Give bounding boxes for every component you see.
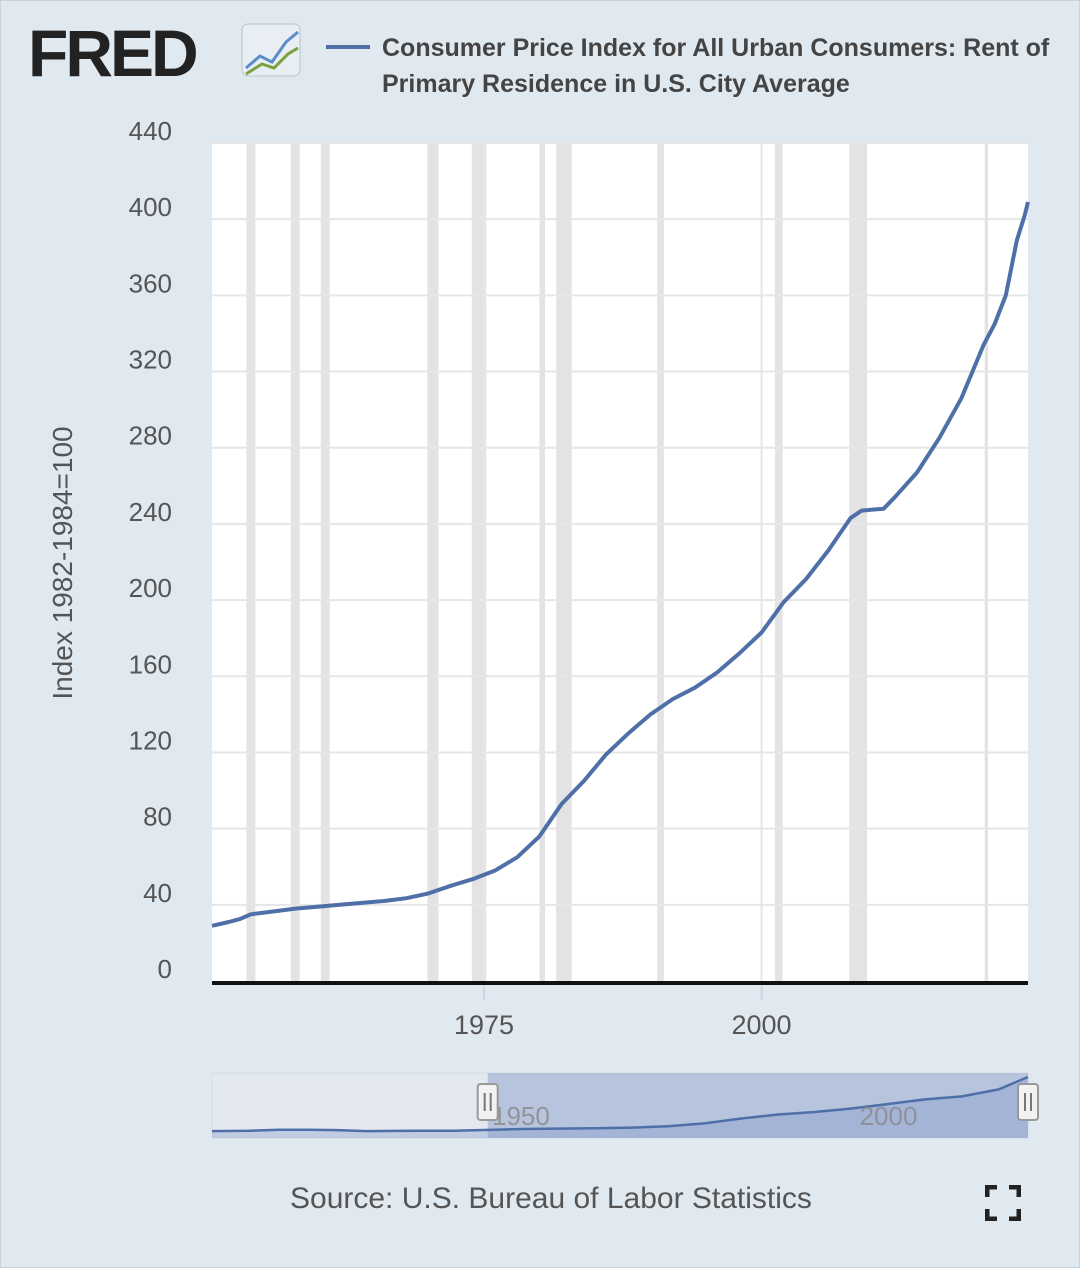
y-tick-label-320: 320 [129, 345, 172, 375]
recession-band-6 [556, 143, 572, 981]
y-tick-label-40: 40 [143, 878, 172, 908]
x-tick-label-2000: 2000 [732, 1010, 792, 1040]
recession-band-7 [657, 143, 664, 981]
navigator-line [211, 1075, 1029, 1133]
plot-background [212, 143, 1028, 981]
y-tick-label-360: 360 [129, 268, 172, 298]
plot-area[interactable] [212, 143, 1028, 981]
x-tick-label-1975: 1975 [454, 1010, 514, 1040]
recession-band-8 [774, 143, 783, 981]
y-tick-label-200: 200 [129, 573, 172, 603]
y-axis-label: Index 1982-1984=100 [47, 426, 78, 699]
grid [212, 142, 1028, 981]
navigator-selection[interactable] [487, 1073, 1029, 1138]
y-tick-label-440: 440 [129, 116, 172, 146]
series-line-0[interactable] [211, 201, 1030, 928]
y-tick-label-0: 0 [158, 954, 172, 984]
slider-handle-icon[interactable] [476, 1083, 499, 1121]
legend-swatch [326, 45, 370, 49]
y-tick-label-400: 400 [129, 192, 172, 222]
y-tick-label-240: 240 [129, 497, 172, 527]
y-tick-label-160: 160 [129, 649, 172, 679]
navigator-area [212, 1077, 1028, 1138]
recession-band-5 [539, 143, 546, 981]
y-axis-ticks: 0 40 80 120 160 200 240 280 320 360 400 440 [129, 116, 172, 984]
navigator[interactable]: 1950 2000 [211, 1072, 1039, 1139]
recession-band-2 [320, 143, 330, 981]
trend-lines-icon [241, 23, 301, 77]
slider-handle-icon[interactable] [1017, 1083, 1039, 1121]
x-axis-ticks: 1975 2000 [454, 985, 792, 1040]
recession-bands [246, 143, 989, 981]
recession-band-3 [427, 143, 439, 981]
y-tick-label-120: 120 [129, 725, 172, 755]
recession-band-0 [246, 143, 256, 981]
navigator-tick-label-0: 1950 [492, 1101, 550, 1131]
y-tick-label-80: 80 [143, 802, 172, 832]
source-note: Source: U.S. Bureau of Labor Statistics [290, 1182, 812, 1215]
series-line-group [211, 201, 1030, 928]
logo-text: FRED [28, 20, 196, 84]
recession-band-4 [471, 143, 487, 981]
fred-logo[interactable]: FRED [28, 20, 308, 84]
recession-band-10 [984, 143, 989, 981]
recession-band-9 [849, 143, 868, 981]
legend-label: Consumer Price Index for All Urban Consu… [382, 34, 1050, 98]
navigator-tick-label-1: 2000 [860, 1101, 918, 1131]
recession-band-1 [290, 143, 300, 981]
fullscreen-icon[interactable] [985, 1185, 1021, 1221]
y-tick-label-280: 280 [129, 421, 172, 451]
